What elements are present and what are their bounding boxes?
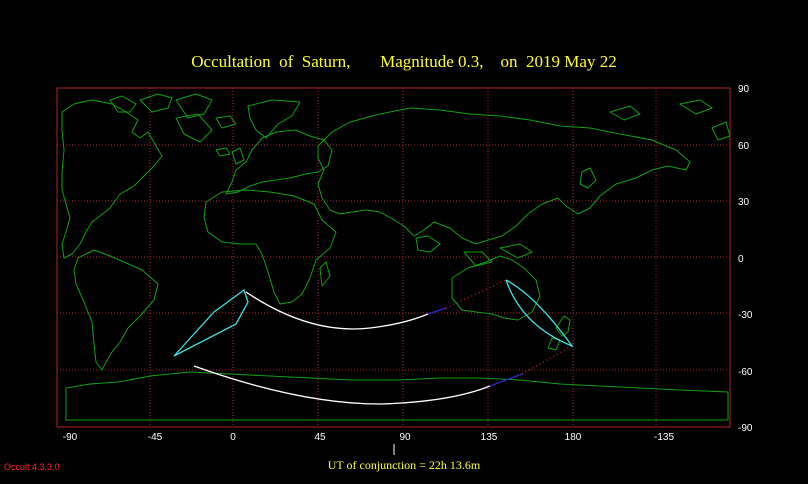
lat-tick-label: 30	[738, 197, 750, 208]
lon-tick-label: -135	[654, 432, 674, 443]
lat-tick-label: 90	[738, 84, 750, 95]
lon-tick-label: 45	[314, 432, 326, 443]
lat-tick-label: -30	[738, 310, 753, 321]
lat-tick-label: 0	[738, 254, 744, 265]
lat-tick-label: -60	[738, 367, 753, 378]
rise-set-curve-west	[173, 288, 249, 357]
lon-tick-label: 90	[399, 432, 411, 443]
north-limit-curve	[245, 291, 429, 330]
map-title: Occultation of Saturn, Magnitude 0.3, on…	[191, 52, 617, 71]
latitude-labels: 90 60 30 0 -30 -60 -90	[738, 84, 753, 434]
north-limit-twilight-segment	[445, 279, 507, 309]
north-limit-daylight-segment	[427, 307, 447, 315]
lon-tick-label: 135	[481, 432, 498, 443]
rise-set-curve-east	[505, 279, 574, 348]
lon-tick-label: 180	[565, 432, 582, 443]
lat-tick-label: 60	[738, 141, 750, 152]
coastlines	[61, 93, 731, 421]
south-limit-daylight-segment	[489, 373, 523, 387]
lon-tick-label: -90	[63, 432, 78, 443]
version-label: Occult 4.3.3.0	[4, 462, 60, 472]
lon-tick-label: 0	[230, 432, 236, 443]
south-limit-twilight-segment	[521, 345, 573, 375]
occultation-paths	[173, 279, 574, 405]
longitude-labels: -90 -45 0 45 90 135 180 -135	[63, 432, 675, 443]
lat-tick-label: -90	[738, 423, 753, 434]
lon-tick-label: -45	[148, 432, 163, 443]
conjunction-time-label: UT of conjunction = 22h 13.6m	[327, 458, 481, 472]
graticule	[57, 88, 730, 427]
south-limit-curve	[193, 365, 491, 405]
